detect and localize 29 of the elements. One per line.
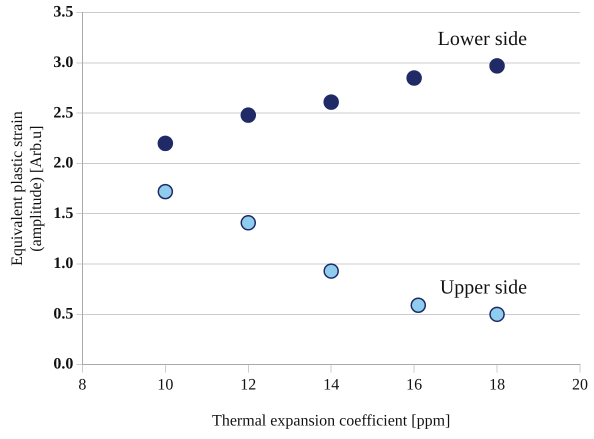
x-tick-label: 18 [489, 376, 506, 394]
y-tick-label: 0.5 [53, 305, 74, 322]
y-tick-label: 3.0 [53, 54, 74, 72]
x-axis-title: Thermal expansion coefficient [ppm] [212, 412, 450, 430]
y-tick-label: 3.5 [53, 4, 74, 21]
series-label: Upper side [440, 276, 528, 299]
x-tick-label: 14 [323, 376, 340, 394]
series-label: Lower side [438, 28, 528, 50]
x-tick-label: 16 [406, 376, 422, 394]
point [158, 136, 174, 152]
y-axis-title: Equivalent plastic strain (amplitude) [Arb.u] [8, 111, 46, 266]
y-tick-label: 1.0 [53, 255, 74, 272]
y-tick-label: 0.0 [53, 356, 74, 373]
point [410, 298, 426, 314]
point [158, 184, 174, 200]
point [240, 107, 256, 123]
x-tick-label: 20 [572, 376, 588, 394]
x-tick-label: 10 [157, 376, 174, 394]
x-tick-label: 8 [78, 376, 86, 394]
point [489, 306, 505, 322]
point [323, 94, 339, 110]
point [406, 70, 422, 86]
y-tick-label: 2.0 [53, 154, 74, 172]
point [323, 263, 339, 279]
y-tick-label: 2.5 [53, 104, 74, 122]
point [240, 215, 256, 231]
y-tick-label: 1.5 [53, 204, 74, 222]
point [489, 58, 505, 74]
x-tick-label: 12 [240, 376, 256, 394]
